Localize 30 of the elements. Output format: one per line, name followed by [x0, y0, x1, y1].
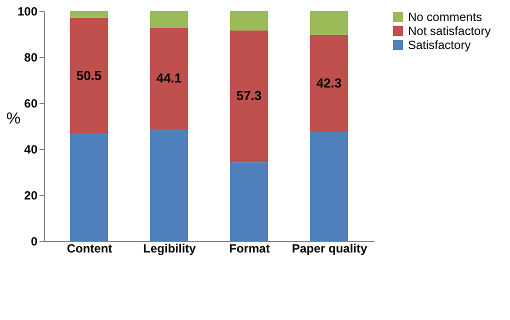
y-tick-label: 60	[24, 96, 38, 110]
bar	[150, 28, 188, 130]
bar	[230, 11, 268, 30]
x-tick-label: Paper quality	[292, 242, 368, 256]
legend-label: No comments	[408, 10, 482, 24]
y-tick-label: 40	[24, 142, 38, 156]
y-tick-label: 80	[24, 50, 38, 64]
x-tick-label: Legibility	[143, 242, 196, 256]
bar	[70, 18, 108, 134]
data-label: 42.3	[316, 75, 342, 90]
bar	[310, 11, 348, 35]
bar	[150, 11, 188, 28]
bar	[230, 30, 268, 162]
x-tick-label: Format	[229, 242, 270, 256]
data-label: 50.5	[76, 68, 102, 83]
bar	[310, 132, 348, 241]
bar	[230, 162, 268, 241]
y-axis-title: %	[6, 110, 21, 128]
legend-label: Satisfactory	[408, 38, 471, 52]
bar	[70, 134, 108, 241]
y-tick-label: 20	[24, 188, 38, 202]
legend-label: Not satisfactory	[408, 24, 491, 38]
data-label: 44.1	[156, 70, 182, 86]
bar	[310, 34, 348, 132]
data-label: 57.3	[236, 88, 262, 104]
bar	[70, 11, 108, 18]
x-tick-label: Content	[66, 242, 112, 256]
y-tick-label: 100	[17, 4, 38, 18]
y-tick-label: 0	[30, 234, 38, 248]
bar	[150, 129, 188, 241]
